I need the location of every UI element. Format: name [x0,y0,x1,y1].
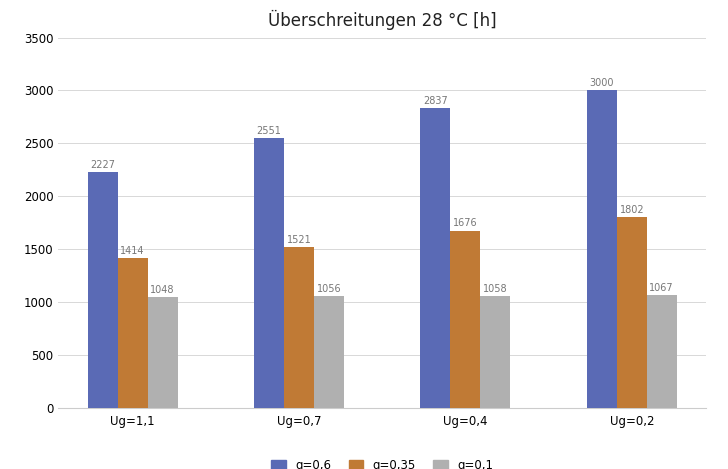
Bar [480,296,510,408]
Text: 1414: 1414 [120,246,145,256]
Text: 1048: 1048 [150,285,175,295]
Title: Überschreitungen 28 °C [h]: Überschreitungen 28 °C [h] [268,10,496,30]
Bar [148,297,178,408]
Text: 1067: 1067 [649,283,674,293]
Bar [587,91,617,408]
Legend: g=0,6, g=0,35, g=0,1: g=0,6, g=0,35, g=0,1 [266,454,498,469]
Bar [118,258,148,408]
Text: 1056: 1056 [317,284,341,294]
Bar [254,138,284,408]
Text: 2227: 2227 [90,160,115,170]
Bar [314,296,344,408]
Text: 1676: 1676 [453,219,478,228]
Bar [617,217,646,408]
Text: 1802: 1802 [620,205,644,215]
Bar [284,247,314,408]
Text: 2551: 2551 [256,126,282,136]
Bar [451,231,480,408]
Text: 2837: 2837 [423,96,448,106]
Text: 3000: 3000 [590,78,614,88]
Text: 1058: 1058 [483,284,507,294]
Bar [646,295,677,408]
Bar [421,108,451,408]
Bar [87,172,118,408]
Text: 1521: 1521 [287,235,312,245]
